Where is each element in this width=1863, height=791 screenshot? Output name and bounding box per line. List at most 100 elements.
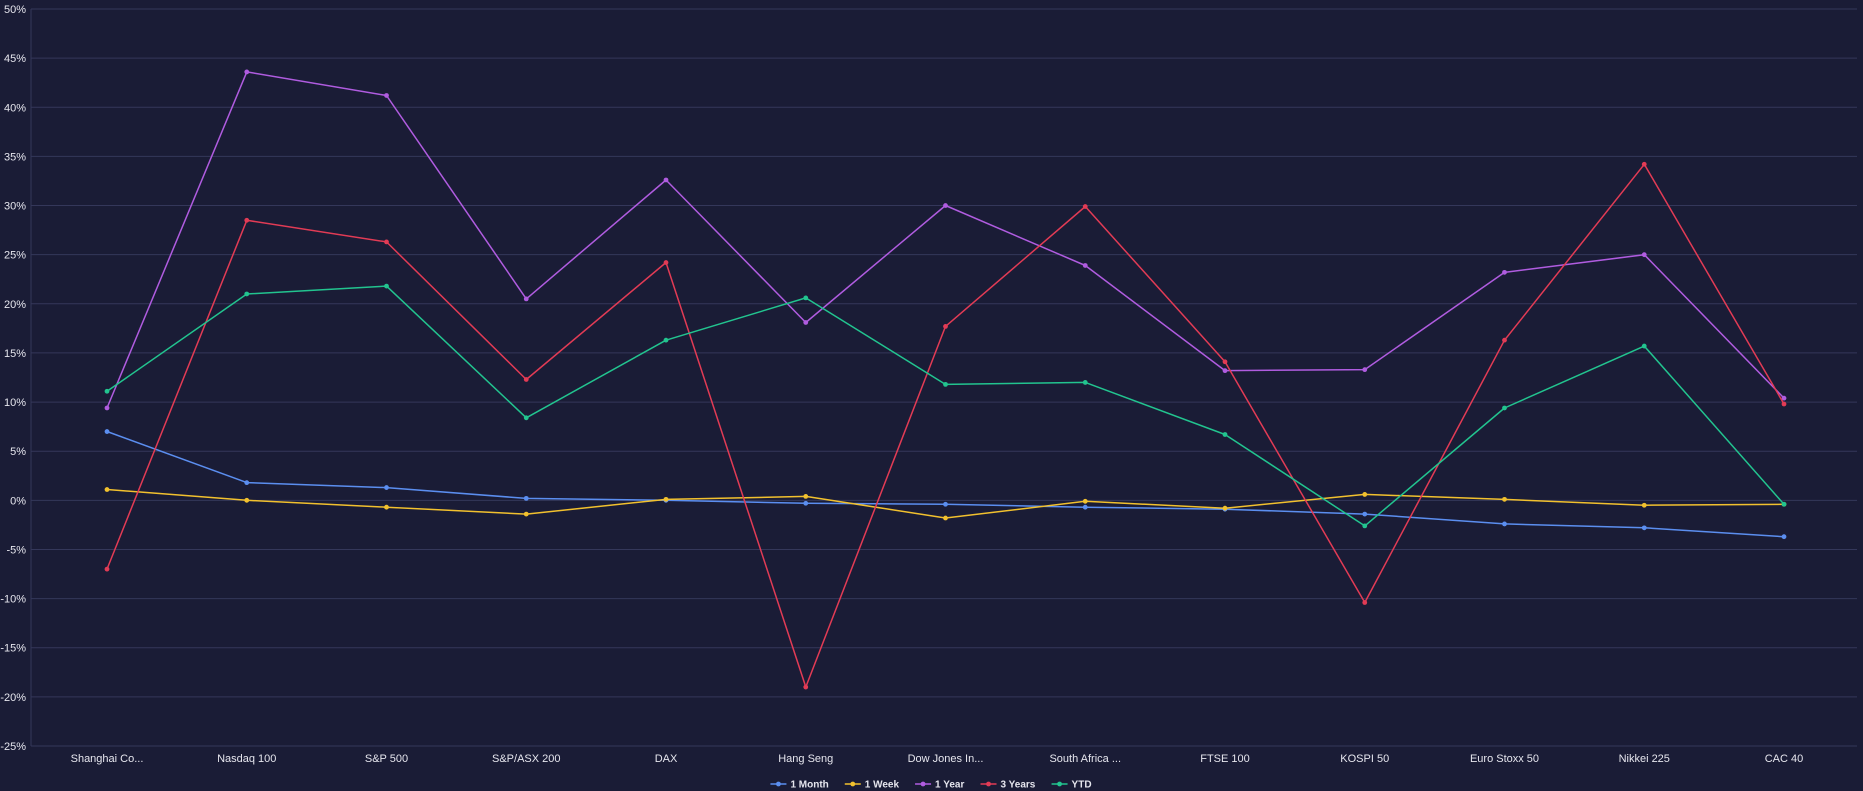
data-point[interactable] (1502, 496, 1507, 502)
series-layer (104, 69, 1787, 690)
data-point[interactable] (1222, 432, 1228, 437)
legend-label: 3 Years (1001, 780, 1036, 791)
data-point[interactable] (104, 388, 110, 394)
y-tick-label: 20% (4, 299, 26, 311)
data-point[interactable] (943, 324, 948, 329)
data-point[interactable] (1641, 252, 1647, 258)
data-point[interactable] (1362, 511, 1368, 517)
data-point[interactable] (1641, 343, 1647, 349)
data-point[interactable] (244, 217, 250, 223)
y-tick-label: 0% (10, 495, 26, 507)
legend-label: YTD (1072, 780, 1092, 791)
data-point[interactable] (1362, 523, 1368, 529)
legend-item-ytd[interactable]: YTD (1051, 780, 1092, 791)
data-point[interactable] (803, 320, 809, 325)
data-point[interactable] (523, 495, 529, 501)
data-point[interactable] (1362, 492, 1368, 497)
data-point[interactable] (1502, 521, 1507, 527)
y-tick-label: 40% (4, 102, 26, 114)
y-tick-label: 45% (4, 53, 26, 65)
y-tick-label: -10% (0, 594, 26, 606)
data-point[interactable] (104, 429, 110, 434)
x-tick-label: CAC 40 (1765, 753, 1804, 765)
y-tick-label: -25% (0, 741, 26, 753)
data-point[interactable] (244, 69, 250, 75)
data-point[interactable] (1222, 359, 1228, 365)
data-point[interactable] (1082, 504, 1088, 510)
legend-swatch-marker (776, 781, 781, 787)
data-point[interactable] (943, 381, 948, 387)
data-point[interactable] (1082, 263, 1088, 268)
x-tick-label: South Africa ... (1049, 753, 1121, 765)
x-tick-label: Nasdaq 100 (217, 753, 276, 765)
data-point[interactable] (1222, 505, 1228, 511)
y-tick-label: -5% (6, 544, 26, 556)
data-point[interactable] (1641, 502, 1647, 508)
data-point[interactable] (1362, 367, 1368, 373)
data-point[interactable] (663, 496, 669, 502)
y-tick-label: 5% (10, 446, 26, 458)
legend-label: 1 Week (865, 780, 900, 791)
data-point[interactable] (384, 93, 389, 98)
data-point[interactable] (384, 504, 389, 510)
data-point[interactable] (943, 515, 948, 521)
y-tick-label: 50% (4, 4, 26, 16)
data-point[interactable] (803, 295, 809, 301)
data-point[interactable] (244, 497, 250, 503)
data-point[interactable] (523, 511, 529, 517)
data-point[interactable] (104, 566, 110, 572)
data-point[interactable] (1781, 395, 1787, 401)
data-point[interactable] (244, 480, 250, 486)
data-point[interactable] (1502, 405, 1507, 411)
series-1-month (104, 429, 1787, 540)
y-tick-label: 35% (4, 151, 26, 163)
legend-swatch-marker (850, 781, 856, 787)
data-point[interactable] (1082, 498, 1088, 504)
x-tick-label: Dow Jones In... (908, 753, 984, 765)
data-point[interactable] (1641, 525, 1647, 531)
y-tick-label: 15% (4, 348, 26, 360)
data-point[interactable] (803, 500, 809, 506)
y-tick-label: 25% (4, 250, 26, 262)
data-point[interactable] (663, 260, 669, 265)
data-point[interactable] (523, 296, 529, 302)
legend-swatch-marker (1057, 781, 1062, 787)
data-point[interactable] (384, 485, 389, 490)
legend-item-1-month[interactable]: 1 Month (770, 780, 829, 791)
data-point[interactable] (663, 337, 669, 343)
x-tick-label: Hang Seng (778, 753, 833, 765)
data-point[interactable] (1502, 269, 1507, 275)
legend-label: 1 Month (790, 780, 828, 791)
data-point[interactable] (1082, 204, 1088, 209)
legend-item-3-years[interactable]: 3 Years (980, 780, 1036, 791)
legend-item-1-year[interactable]: 1 Year (915, 780, 964, 791)
data-point[interactable] (803, 494, 809, 499)
data-point[interactable] (384, 239, 389, 245)
data-point[interactable] (384, 283, 389, 289)
legend-item-1-week[interactable]: 1 Week (844, 780, 900, 791)
data-point[interactable] (104, 487, 110, 492)
data-point[interactable] (1641, 161, 1647, 167)
data-point[interactable] (1781, 534, 1787, 540)
data-point[interactable] (1781, 401, 1787, 407)
legend-label: 1 Year (935, 780, 964, 791)
data-point[interactable] (1082, 380, 1088, 385)
series-1-year (104, 69, 1787, 411)
data-point[interactable] (523, 377, 529, 382)
data-point[interactable] (803, 684, 809, 690)
data-point[interactable] (1781, 501, 1787, 507)
data-point[interactable] (104, 405, 110, 411)
data-point[interactable] (244, 291, 250, 297)
data-point[interactable] (1502, 337, 1507, 343)
data-point[interactable] (1222, 368, 1228, 374)
y-axis: 50% 45% 40% 35% 30% 25% 20% 15% 10% 5% 0% -5% -10% -1… (0, 4, 32, 753)
y-tick-label: 30% (4, 201, 26, 213)
data-point[interactable] (943, 501, 948, 507)
x-tick-label: S&P 500 (365, 753, 408, 765)
data-point[interactable] (663, 177, 669, 183)
legend-swatch-marker (986, 781, 991, 787)
data-point[interactable] (523, 415, 529, 421)
data-point[interactable] (1362, 600, 1368, 605)
data-point[interactable] (943, 203, 948, 208)
